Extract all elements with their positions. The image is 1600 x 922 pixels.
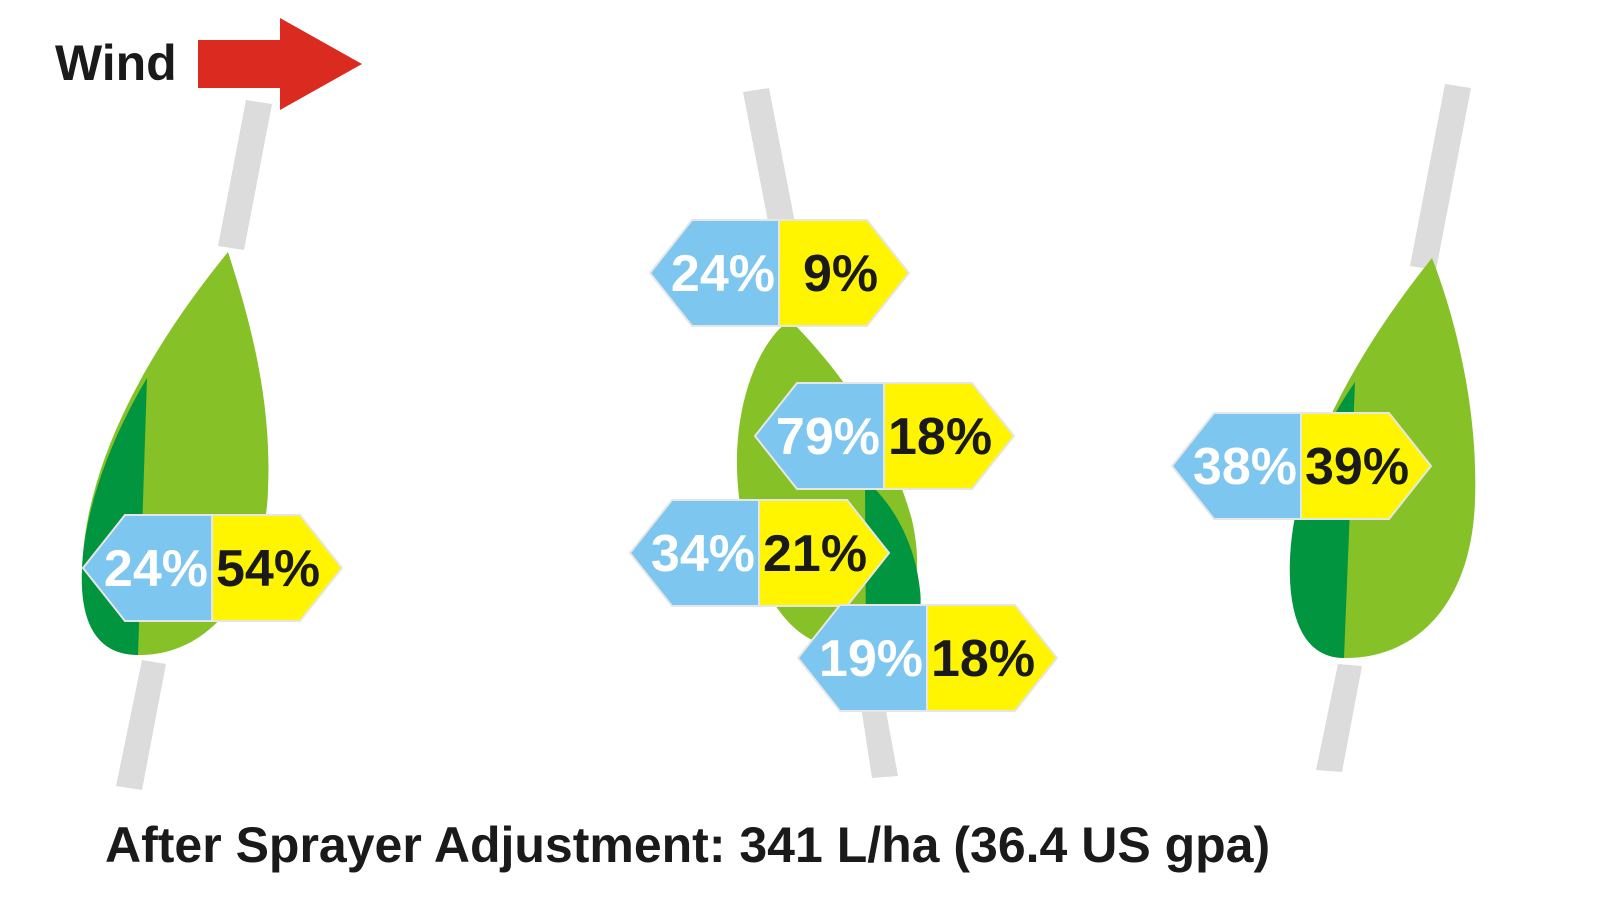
stem-top — [743, 88, 796, 232]
stem-bottom — [860, 700, 898, 778]
middle-plant-label: 79% 18% — [753, 382, 1016, 490]
right-deposit-box — [926, 604, 1059, 712]
left-deposit-value: 38% — [1193, 438, 1297, 496]
right-deposit-value: 21% — [763, 525, 867, 583]
deposition-labels: 24% 54%24% 9%79% 18%34% 21%19% 18%38% 39% — [81, 219, 1433, 712]
right-deposit-value: 18% — [931, 630, 1035, 688]
middle-plant-label: 34% 21% — [628, 499, 891, 607]
leaf-lower-side — [865, 480, 921, 645]
right-deposit-value: 9% — [803, 245, 878, 303]
left-plant-label: 24% 54% — [81, 514, 344, 622]
middle-plant-label: 19% 18% — [796, 604, 1059, 712]
right-deposit-value: 18% — [888, 408, 992, 466]
right-deposit-value: 54% — [216, 540, 320, 598]
right-deposit-box — [883, 382, 1016, 490]
middle-plant-label: 24% 9% — [648, 219, 911, 327]
right-deposit-box — [211, 514, 344, 622]
stem-top — [218, 100, 272, 250]
left-deposit-value: 24% — [671, 245, 775, 303]
left-deposit-value: 19% — [819, 630, 923, 688]
diagram-title: After Sprayer Adjustment: 341 L/ha (36.4… — [105, 817, 1270, 873]
right-plant-label: 38% 39% — [1170, 412, 1433, 520]
left-deposit-value: 79% — [776, 408, 880, 466]
right-deposit-value: 39% — [1305, 438, 1409, 496]
stem-bottom — [116, 660, 166, 790]
wind-arrow-icon — [198, 18, 362, 110]
stem-bottom — [1316, 664, 1362, 772]
right-deposit-box — [758, 499, 891, 607]
right-deposit-box — [778, 219, 911, 327]
left-plant — [81, 100, 272, 790]
left-deposit-value: 24% — [104, 540, 208, 598]
stem-top — [1410, 84, 1471, 270]
wind-label: Wind — [55, 35, 177, 91]
left-deposit-value: 34% — [651, 525, 755, 583]
right-deposit-box — [1300, 412, 1433, 520]
